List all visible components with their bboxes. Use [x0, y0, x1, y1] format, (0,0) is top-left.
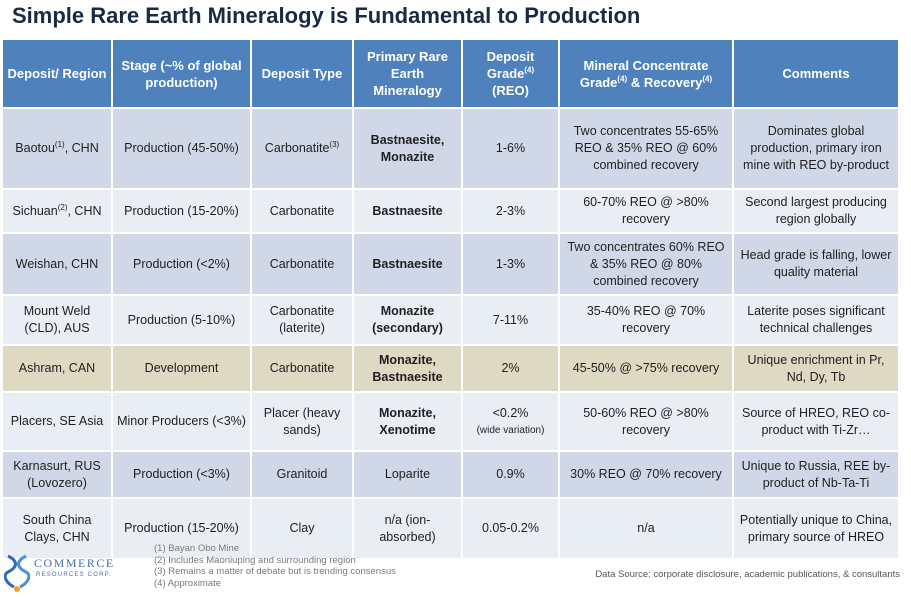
header-concentrate: Mineral Concentrate Grade(4) & Recovery(… [560, 40, 732, 107]
cell-grade: 2-3% [463, 190, 558, 232]
cell-concentrate: 60-70% REO @ >80% recovery [560, 190, 732, 232]
cell-deposit: Weishan, CHN [3, 234, 111, 294]
table-row: Weishan, CHN Production (<2%) Carbonatite B… [3, 234, 898, 294]
cell-stage: Production (15-20%) [113, 499, 250, 558]
logo-mark-icon [4, 554, 30, 592]
page-title: Simple Rare Earth Mineralogy is Fundamen… [12, 3, 641, 28]
cell-stage: Production (<3%) [113, 452, 250, 497]
cell-type: Carbonatite(3) [252, 109, 352, 188]
header-deposit: Deposit/ Region [3, 40, 111, 107]
cell-deposit: Placers, SE Asia [3, 393, 111, 450]
cell-comments: Source of HREO, REO co-product with Ti-Z… [734, 393, 898, 450]
table-row: Sichuan(2), CHN Production (15-20%) Carbon… [3, 190, 898, 232]
header-mineralogy: Primary Rare Earth Mineralogy [354, 40, 461, 107]
cell-type: Carbonatite [252, 234, 352, 294]
cell-grade: 0.9% [463, 452, 558, 497]
table-row: Baotou(1), CHN Production (45-50%) Carbona… [3, 109, 898, 188]
cell-concentrate: 45-50% @ >75% recovery [560, 346, 732, 391]
cell-stage: Development [113, 346, 250, 391]
cell-grade: 1-6% [463, 109, 558, 188]
logo-subtitle: RESOURCES CORP. [36, 572, 112, 578]
footnote-4: (4) Approximate [154, 578, 222, 590]
header-type: Deposit Type [252, 40, 352, 107]
cell-type: Carbonatite (laterite) [252, 296, 352, 344]
table-header-row: Deposit/ Region Stage (~% of global prod… [3, 40, 898, 107]
cell-mineralogy: Bastnaesite, Monazite [354, 109, 461, 188]
header-comments: Comments [734, 40, 898, 107]
cell-deposit: Mount Weld (CLD), AUS [3, 296, 111, 344]
cell-stage: Minor Producers (<3%) [113, 393, 250, 450]
cell-deposit: Karnasurt, RUS (Lovozero) [3, 452, 111, 497]
cell-deposit: South China Clays, CHN [3, 499, 111, 558]
cell-mineralogy: n/a (ion-absorbed) [354, 499, 461, 558]
cell-concentrate: 50-60% REO @ >80% recovery [560, 393, 732, 450]
cell-deposit: Baotou(1), CHN [3, 109, 111, 188]
cell-mineralogy: Bastnaesite [354, 234, 461, 294]
cell-concentrate: 30% REO @ 70% recovery [560, 452, 732, 497]
cell-stage: Production (15-20%) [113, 190, 250, 232]
cell-deposit: Ashram, CAN [3, 346, 111, 391]
cell-mineralogy: Monazite (secondary) [354, 296, 461, 344]
footnote-1: (1) Bayan Obo Mine [154, 543, 240, 554]
table-row: Mount Weld (CLD), AUS Production (5-10%) C… [3, 296, 898, 344]
cell-mineralogy: Monazite, Bastnaesite [354, 346, 461, 391]
cell-stage: Production (<2%) [113, 234, 250, 294]
cell-stage: Production (45-50%) [113, 109, 250, 188]
data-source-note: Data Source: corporate disclosure, acade… [595, 569, 900, 580]
cell-comments: Potentially unique to China, primary sou… [734, 499, 898, 558]
logo-name: COMMERCE [34, 556, 115, 570]
cell-comments: Second largest producing region globally [734, 190, 898, 232]
cell-grade: 0.05-0.2% [463, 499, 558, 558]
cell-comments: Dominates global production, primary iro… [734, 109, 898, 188]
cell-grade: <0.2% (wide variation) [463, 393, 558, 450]
cell-mineralogy: Bastnaesite [354, 190, 461, 232]
cell-type: Carbonatite [252, 346, 352, 391]
cell-type: Clay [252, 499, 352, 558]
cell-type: Carbonatite [252, 190, 352, 232]
cell-mineralogy: Loparite [354, 452, 461, 497]
cell-type: Placer (heavy sands) [252, 393, 352, 450]
cell-comments: Unique enrichment in Pr, Nd, Dy, Tb [734, 346, 898, 391]
cell-comments: Laterite poses significant technical cha… [734, 296, 898, 344]
cell-concentrate: Two concentrates 55-65% REO & 35% REO @ … [560, 109, 732, 188]
footnote-3: (3) Remains a matter of debate but is tr… [154, 566, 396, 578]
cell-grade: 2% [463, 346, 558, 391]
company-logo: COMMERCE RESOURCES CORP. [4, 553, 124, 593]
cell-comments: Head grade is falling, lower quality mat… [734, 234, 898, 294]
footnote-2: (2) Includes Maoniuping and surrounding … [154, 554, 356, 566]
cell-grade: 1-3% [463, 234, 558, 294]
table-row: South China Clays, CHN Production (15-20%… [3, 499, 898, 558]
footnotes: (1) Bayan Obo Mine (2) Includes Maoniupi… [154, 543, 396, 590]
cell-concentrate: n/a [560, 499, 732, 558]
cell-deposit: Sichuan(2), CHN [3, 190, 111, 232]
deposits-table: Deposit/ Region Stage (~% of global prod… [1, 38, 900, 560]
header-stage: Stage (~% of global production) [113, 40, 250, 107]
table-row: Ashram, CAN Development Carbonatite Monazit… [3, 346, 898, 391]
header-grade: Deposit Grade(4) (REO) [463, 40, 558, 107]
cell-type: Granitoid [252, 452, 352, 497]
cell-concentrate: 35-40% REO @ 70% recovery [560, 296, 732, 344]
table-row: Karnasurt, RUS (Lovozero) Production (<3%… [3, 452, 898, 497]
cell-comments: Unique to Russia, REE by-product of Nb-T… [734, 452, 898, 497]
cell-mineralogy: Monazite, Xenotime [354, 393, 461, 450]
cell-stage: Production (5-10%) [113, 296, 250, 344]
table-row: Placers, SE Asia Minor Producers (<3%) Pla… [3, 393, 898, 450]
cell-grade: 7-11% [463, 296, 558, 344]
cell-concentrate: Two concentrates 60% REO & 35% REO @ 80%… [560, 234, 732, 294]
